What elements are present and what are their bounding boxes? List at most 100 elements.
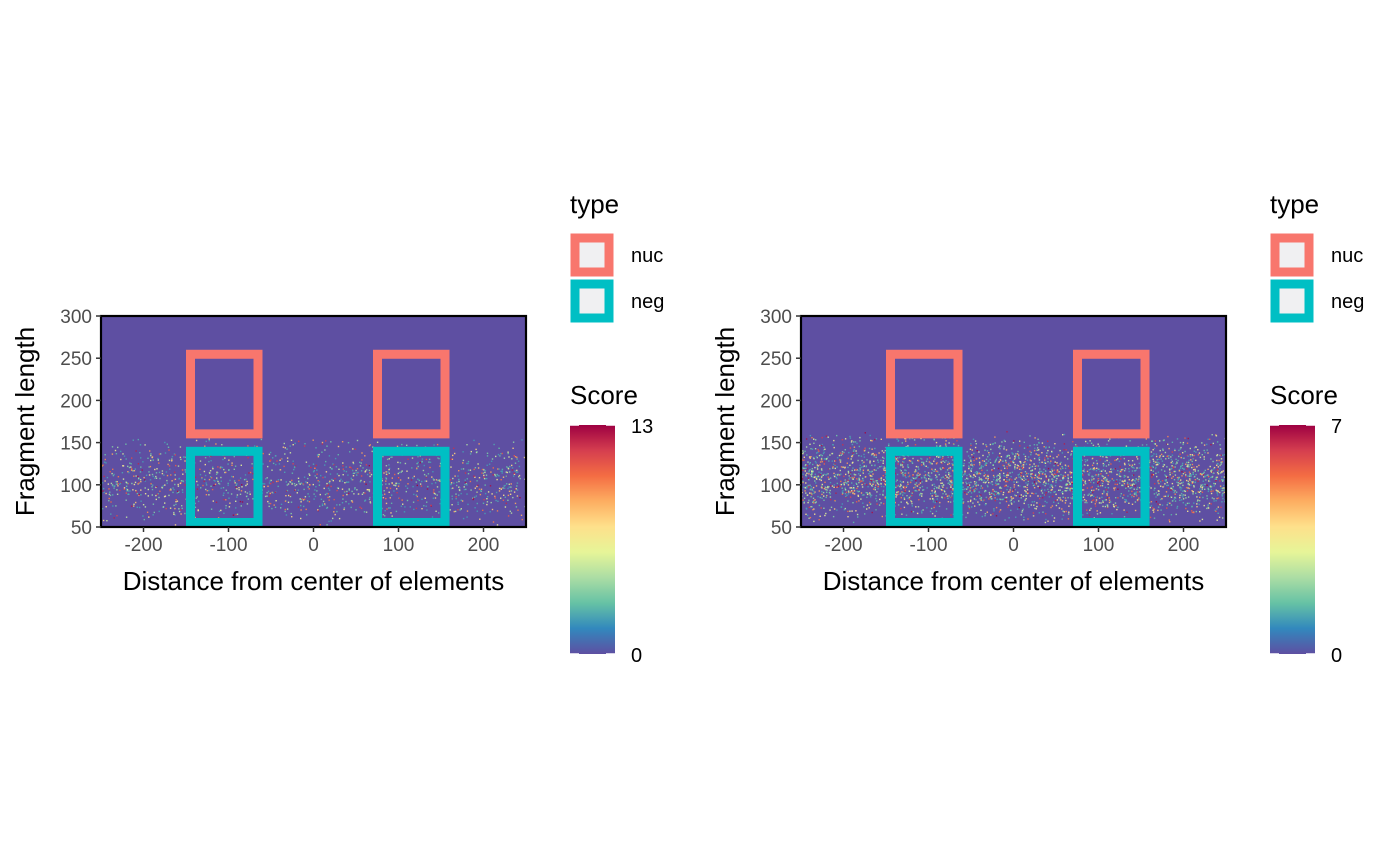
heatmap-cell [178,508,180,510]
heatmap-cell [935,510,938,512]
heatmap-cell [1016,453,1019,455]
heatmap-cell [951,495,953,497]
heatmap-cell [328,489,331,491]
heatmap-cell [264,495,267,498]
heatmap-cell [1187,483,1190,485]
heatmap-cell [1045,446,1047,448]
heatmap-cell [868,507,870,509]
heatmap-cell [1032,515,1035,517]
heatmap-cell [1190,475,1192,477]
heatmap-cell [975,483,978,485]
heatmap-cell [899,480,902,482]
heatmap-cell [176,500,179,502]
heatmap-cell [1062,434,1064,436]
heatmap-cell [104,458,106,461]
heatmap-cell [825,512,827,515]
heatmap-cell [213,479,215,481]
heatmap-cell [812,490,815,492]
heatmap-cell [1211,469,1213,471]
heatmap-cell [970,464,972,466]
heatmap-cell [1188,478,1191,480]
heatmap-cell [1017,481,1019,483]
heatmap-cell [1221,479,1223,481]
heatmap-cell [514,502,517,505]
heatmap-cell [163,474,165,476]
heatmap-cell [1201,491,1204,493]
heatmap-cell [863,449,865,451]
heatmap-cell [986,462,988,464]
heatmap-cell [1038,512,1040,514]
heatmap-cell [223,492,225,494]
heatmap-cell [842,452,844,455]
heatmap-cell [1110,463,1112,465]
heatmap-cell [933,470,935,472]
heatmap-cell [496,478,498,481]
heatmap-cell [1216,471,1219,474]
heatmap-cell [839,459,841,461]
heatmap-cell [116,481,118,483]
heatmap-cell [1007,472,1009,474]
x-tick-label: -200 [824,535,862,556]
heatmap-cell [825,435,828,437]
heatmap-cell [1178,469,1181,471]
heatmap-cell [1045,447,1047,449]
heatmap-cell [877,482,879,485]
heatmap-cell [930,492,932,495]
heatmap-cell [457,475,459,477]
heatmap-cell [829,454,831,456]
heatmap-cell [854,469,856,471]
heatmap-cell [234,465,237,467]
heatmap-cell [1207,452,1209,454]
heatmap-cell [1216,519,1218,521]
heatmap-cell [840,483,842,486]
heatmap-cell [829,496,832,498]
heatmap-cell [389,456,392,459]
heatmap-cell [1221,501,1223,503]
heatmap-cell [860,492,863,494]
heatmap-cell [857,469,860,472]
heatmap-cell [880,479,883,481]
heatmap-cell [1005,480,1007,483]
heatmap-cell [383,472,385,474]
heatmap-cell [1165,480,1167,482]
heatmap-cell [991,492,993,495]
heatmap-cell [1027,480,1029,483]
heatmap-cell [1027,473,1030,475]
heatmap-cell [855,482,857,485]
heatmap-cell [802,480,804,483]
heatmap-cell [406,470,408,472]
heatmap-cell [1045,513,1047,515]
heatmap-cell [333,498,335,501]
heatmap-cell [1106,493,1108,495]
heatmap-cell [1109,501,1112,503]
heatmap-cell [1131,470,1134,472]
heatmap-cell [131,457,133,459]
heatmap-cell [364,471,366,473]
heatmap-cell [277,485,279,488]
heatmap-cell [111,446,114,448]
heatmap-cell [1000,498,1002,501]
heatmap-cell [115,453,118,455]
heatmap-cell [802,451,805,454]
heatmap-cell [336,487,339,489]
heatmap-cell [949,468,952,470]
heatmap-cell [855,501,858,503]
heatmap-cell [209,476,212,478]
heatmap-cell [863,456,866,458]
heatmap-cell [494,473,496,476]
heatmap-cell [940,482,942,484]
heatmap-cell [981,479,984,481]
heatmap-cell [976,473,978,475]
heatmap-cell [252,478,254,481]
heatmap-cell [950,479,953,482]
heatmap-cell [201,477,203,480]
heatmap-cell [310,466,312,469]
heatmap-cell [117,476,120,478]
heatmap-cell [338,474,340,477]
heatmap-cell [1127,483,1129,486]
heatmap-cell [845,496,847,498]
heatmap-cell [210,455,212,457]
heatmap-cell [853,490,856,492]
heatmap-cell [1017,474,1019,476]
